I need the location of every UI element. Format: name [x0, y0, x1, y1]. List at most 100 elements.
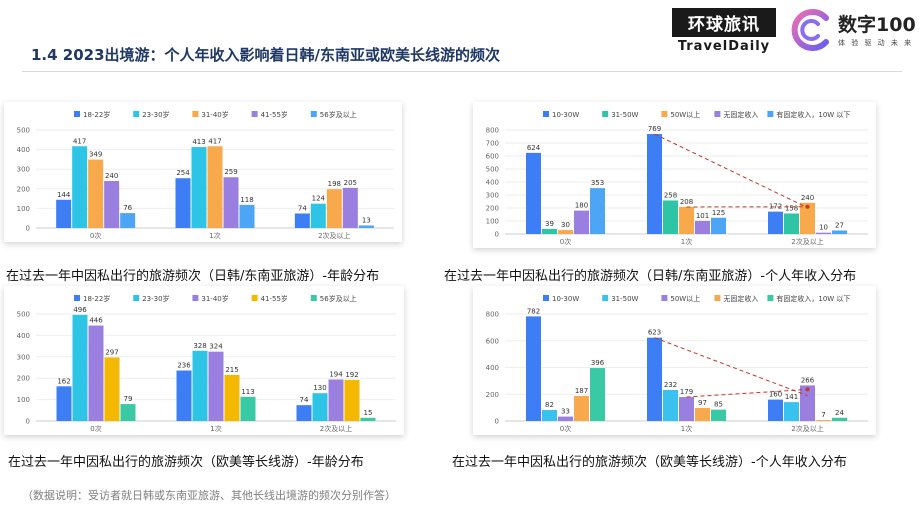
y-tick-label: 0 [495, 418, 499, 426]
data-label: 232 [664, 381, 677, 389]
bar [832, 417, 847, 421]
bar [590, 368, 605, 421]
legend-label: 56岁及以上 [320, 294, 357, 303]
data-label: 141 [785, 393, 798, 401]
data-label: 254 [176, 169, 190, 177]
chart-panel-1: 18-22岁 23-30岁 31-40岁 41-55岁 56岁及以上 0 100 200 300… [4, 102, 402, 242]
y-tick-label: 400 [486, 364, 499, 372]
legend-swatch [661, 111, 668, 117]
legend-label: 18-22岁 [83, 294, 110, 303]
bar [768, 399, 783, 421]
chart-panel-4: 10-30W 31-50W 50W以上 无固定收入 有固定收入，10W 以下 0 200 40… [473, 286, 876, 435]
data-label: 297 [105, 348, 118, 356]
trend-marker [805, 387, 810, 392]
y-tick-label: 600 [486, 153, 499, 161]
legend-label: 10-30W [552, 111, 579, 119]
legend: 10-30W 31-50W 50W以上 无固定收入 有固定收入，10W 以下 [543, 294, 850, 303]
data-label: 10 [819, 224, 828, 232]
y-tick-label: 0 [26, 225, 30, 233]
bar [526, 152, 541, 234]
bar [56, 199, 72, 228]
bar [542, 410, 557, 421]
legend-label: 10-30W [552, 295, 579, 303]
legend-label: 无固定收入 [723, 294, 758, 303]
data-label: 240 [105, 172, 118, 180]
data-label: 208 [680, 198, 693, 206]
bar [88, 159, 104, 228]
legend-label: 23-30岁 [142, 294, 169, 303]
bar [120, 213, 136, 228]
chart-caption-4: 在过去一年中因私出行的旅游频次（欧美等长线游）-个人年收入分布 [452, 455, 847, 470]
bar [72, 146, 88, 228]
data-label: 124 [312, 195, 326, 203]
y-tick-label: 300 [486, 192, 499, 200]
data-label: 328 [193, 342, 206, 350]
bar [191, 147, 207, 228]
legend-swatch [661, 295, 668, 301]
y-tick-label: 500 [17, 311, 30, 319]
data-label: 160 [769, 391, 782, 399]
y-tick-label: 200 [486, 391, 499, 399]
y-tick-label: 200 [17, 185, 30, 193]
legend-swatch [767, 295, 774, 301]
bar [72, 314, 88, 421]
data-label: 39 [545, 220, 554, 228]
bar [208, 351, 224, 421]
x-tick-label: 2次及以上 [791, 237, 823, 246]
data-label: 205 [344, 179, 357, 187]
y-tick-label: 600 [486, 337, 499, 345]
trend-marker [805, 204, 810, 209]
y-tick-label: 400 [17, 146, 30, 154]
y-tick-label: 800 [486, 127, 499, 135]
bar [663, 389, 678, 421]
bar [326, 189, 342, 228]
trend-line [686, 388, 808, 398]
logo1-cn-text: 环球旅讯 [672, 8, 776, 37]
legend: 10-30W 31-50W 50W以上 无固定收入 有固定收入，10W 以下 [543, 110, 850, 119]
bar [574, 395, 589, 421]
data-label: 417 [208, 137, 221, 145]
bar [239, 204, 255, 228]
legend-label: 31-40岁 [201, 110, 228, 119]
data-label: 74 [298, 204, 307, 212]
logo1-en-text: TravelDaily [677, 39, 771, 54]
legend-label: 18-22岁 [83, 110, 110, 119]
legend-swatch [714, 111, 721, 117]
bar [679, 206, 694, 234]
x-tick-label: 0次 [560, 424, 571, 433]
bar [542, 228, 557, 234]
x-tick-label: 2次及以上 [320, 424, 352, 433]
y-tick-label: 200 [17, 375, 30, 383]
trend-line [654, 337, 808, 397]
legend-label: 23-30岁 [142, 110, 169, 119]
y-tick-label: 100 [17, 396, 30, 404]
data-label: 144 [57, 191, 71, 199]
data-label: 130 [313, 384, 326, 392]
bar [88, 325, 104, 421]
x-tick-label: 1次 [681, 424, 692, 433]
bar [816, 420, 831, 421]
bar [296, 405, 312, 421]
data-label: 162 [57, 377, 70, 385]
bar [342, 187, 358, 228]
legend: 18-22岁 23-30岁 31-40岁 41-55岁 56岁及以上 [74, 294, 357, 303]
data-label: 158 [785, 204, 798, 212]
data-label: 496 [73, 306, 87, 314]
legend-label: 50W以上 [670, 110, 700, 119]
bar [207, 146, 223, 228]
logo2-text: 数字100 [838, 14, 916, 36]
bar [175, 178, 191, 228]
legend-swatch [714, 295, 721, 301]
data-label: 85 [714, 401, 723, 409]
data-label: 446 [89, 317, 103, 325]
chart-panel-3: 18-22岁 23-30岁 31-40岁 41-55岁 56岁及以上 0 100 200 300… [4, 286, 404, 435]
bar [784, 213, 799, 234]
traveldaily-logo: 环球旅讯 TravelDaily [672, 8, 776, 56]
data-label: 82 [545, 401, 554, 409]
bar [240, 396, 256, 421]
x-tick-label: 0次 [90, 424, 101, 433]
y-tick-label: 800 [486, 311, 499, 319]
bar [120, 404, 136, 421]
legend-swatch [133, 111, 140, 117]
legend-swatch [251, 295, 258, 301]
